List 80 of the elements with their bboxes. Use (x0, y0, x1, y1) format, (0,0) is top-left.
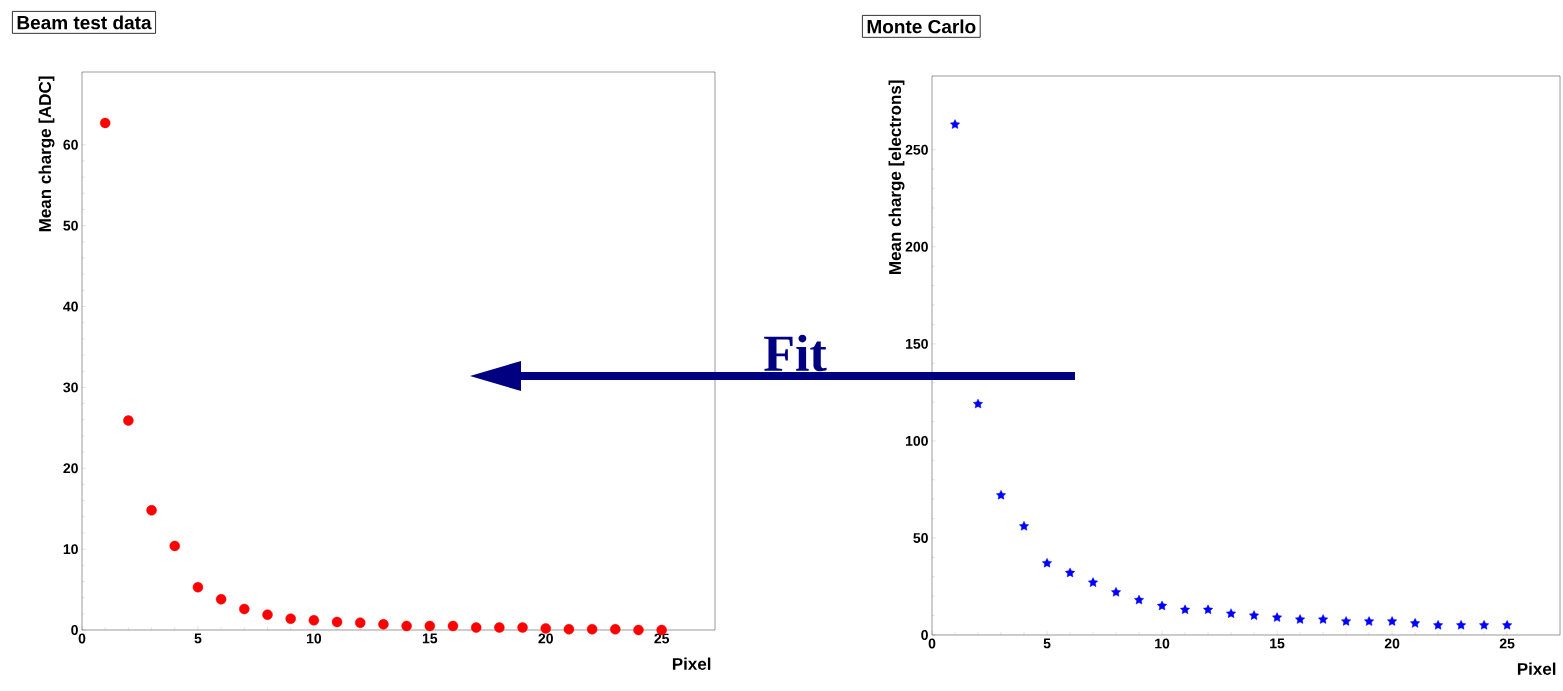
point (517, 622, 528, 633)
text: Fit (764, 334, 827, 372)
point (331, 616, 343, 628)
point (1226, 608, 1237, 618)
y-axis-title: Mean charge [electrons] (888, 80, 905, 274)
y-tick-label: 200 (905, 241, 928, 252)
point (1065, 567, 1075, 578)
x-axis-title: Pixel (1517, 662, 1556, 676)
chart-title: Monte Carlo (867, 19, 976, 34)
point (950, 119, 960, 129)
point (1341, 616, 1352, 626)
point (262, 609, 273, 620)
point (540, 623, 551, 634)
x-tick-label: 0 (928, 638, 936, 649)
y-tick-label: 100 (906, 435, 928, 446)
point (1295, 614, 1306, 624)
point (1157, 600, 1167, 611)
x-tick-label: 15 (1270, 638, 1285, 649)
x-tick-label: 25 (1499, 638, 1515, 649)
point (378, 619, 389, 630)
point (215, 594, 227, 605)
point (494, 622, 505, 633)
point (1042, 557, 1052, 568)
y-tick-label: 60 (63, 139, 78, 150)
y-tick-label: 20 (63, 463, 78, 474)
y-tick-label: 150 (906, 338, 928, 349)
point (470, 622, 482, 633)
point (169, 540, 180, 552)
point (610, 623, 621, 635)
point (1272, 612, 1283, 622)
point (1433, 620, 1444, 630)
point (239, 603, 250, 615)
point (1111, 587, 1121, 597)
point (1180, 604, 1191, 615)
point (401, 620, 412, 632)
point (586, 623, 598, 635)
point (1203, 604, 1214, 615)
y-tick-label: 0 (71, 625, 78, 635)
point (146, 505, 157, 516)
x-tick-label: 5 (1043, 638, 1051, 649)
point (424, 620, 436, 632)
x-tick-label: 10 (1155, 638, 1170, 649)
y-tick-label: 30 (63, 382, 78, 393)
y-tick-label: 40 (63, 301, 78, 312)
point (1249, 610, 1260, 620)
point (99, 117, 111, 129)
chart-title: Beam test data (17, 15, 152, 30)
x-tick-label: 15 (422, 633, 438, 644)
x-tick-label: 20 (1384, 638, 1400, 649)
y-tick-label: 50 (63, 220, 78, 231)
point (285, 613, 296, 624)
y-tick-label: 250 (905, 144, 928, 155)
x-tick-label: 5 (194, 633, 202, 644)
point (1387, 616, 1398, 626)
point (1019, 521, 1029, 531)
x-tick-label: 10 (306, 633, 322, 644)
point (355, 617, 366, 628)
point (1318, 614, 1329, 624)
point (633, 624, 644, 636)
y-tick-label: 10 (63, 544, 78, 555)
y-tick-label: 50 (913, 532, 928, 543)
point (1088, 577, 1098, 587)
point (1410, 618, 1421, 628)
point (1134, 594, 1144, 605)
x-tick-label: 0 (78, 633, 86, 644)
y-axis-title: Mean charge [ADC] (38, 76, 55, 232)
x-tick-label: 20 (538, 633, 553, 644)
point (973, 398, 983, 409)
point (996, 490, 1006, 500)
point (1364, 616, 1375, 626)
point (1479, 620, 1490, 630)
point (1502, 620, 1513, 630)
x-tick-label: 25 (654, 633, 670, 644)
point (192, 581, 204, 593)
point (447, 620, 459, 632)
x-axis-title: Pixel (672, 657, 711, 671)
point (563, 623, 575, 635)
point (123, 415, 134, 426)
point (1456, 620, 1467, 630)
point (308, 615, 320, 626)
